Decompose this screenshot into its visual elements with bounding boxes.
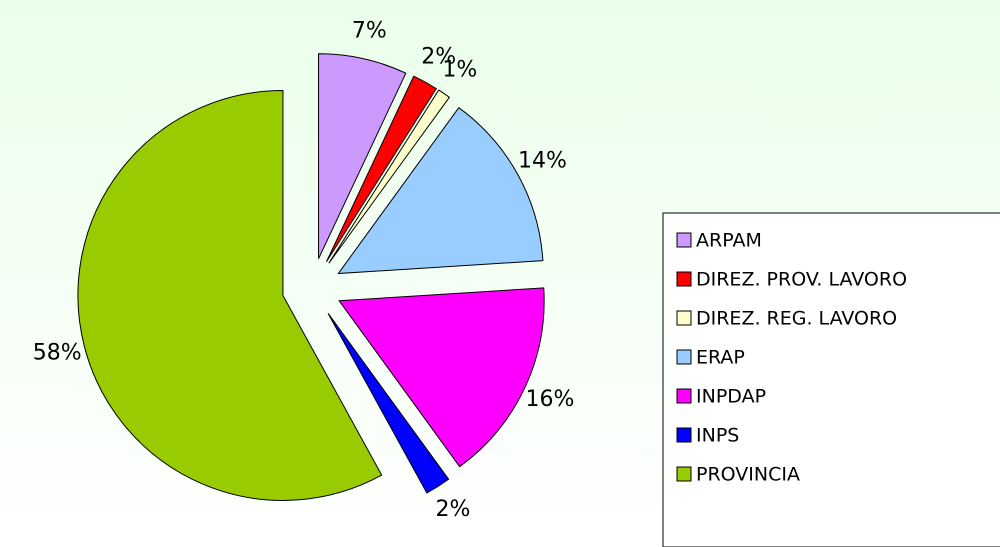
- legend-box: [662, 212, 1000, 547]
- data-label: 16%: [526, 387, 575, 412]
- legend-label: INPDAP: [696, 386, 766, 408]
- data-label: 1%: [442, 57, 477, 82]
- pie-slice: [338, 287, 545, 468]
- data-label: 14%: [518, 148, 567, 173]
- pie-slice: [327, 313, 450, 494]
- data-label: 2%: [435, 497, 470, 522]
- legend-swatch: [676, 466, 692, 482]
- legend-swatch: [676, 388, 692, 404]
- legend: ARPAM DIREZ. PROV. LAVORO DIREZ. REG. LAVO…: [676, 230, 907, 486]
- legend-label: INPS: [696, 425, 739, 447]
- legend-label: ARPAM: [696, 230, 762, 252]
- legend-swatch: [676, 232, 692, 248]
- data-label: 7%: [352, 18, 387, 43]
- legend-swatch: [676, 349, 692, 365]
- pie-slice: [318, 53, 407, 259]
- legend-label: PROVINCIA: [696, 464, 800, 486]
- pie: 7%2%1%14%16%2%58%: [33, 18, 575, 522]
- pie-slice: [77, 89, 383, 501]
- legend-swatch: [676, 310, 692, 326]
- data-label: 58%: [33, 340, 82, 365]
- legend-swatch: [676, 271, 692, 287]
- pie-slice: [337, 107, 544, 275]
- legend-label: DIREZ. REG. LAVORO: [696, 308, 897, 330]
- legend-label: ERAP: [696, 347, 745, 369]
- legend-label: DIREZ. PROV. LAVORO: [696, 269, 907, 291]
- data-label: 2%: [421, 45, 456, 70]
- legend-swatch: [676, 427, 692, 443]
- pie-slice: [326, 75, 437, 262]
- pie-slice: [328, 89, 451, 264]
